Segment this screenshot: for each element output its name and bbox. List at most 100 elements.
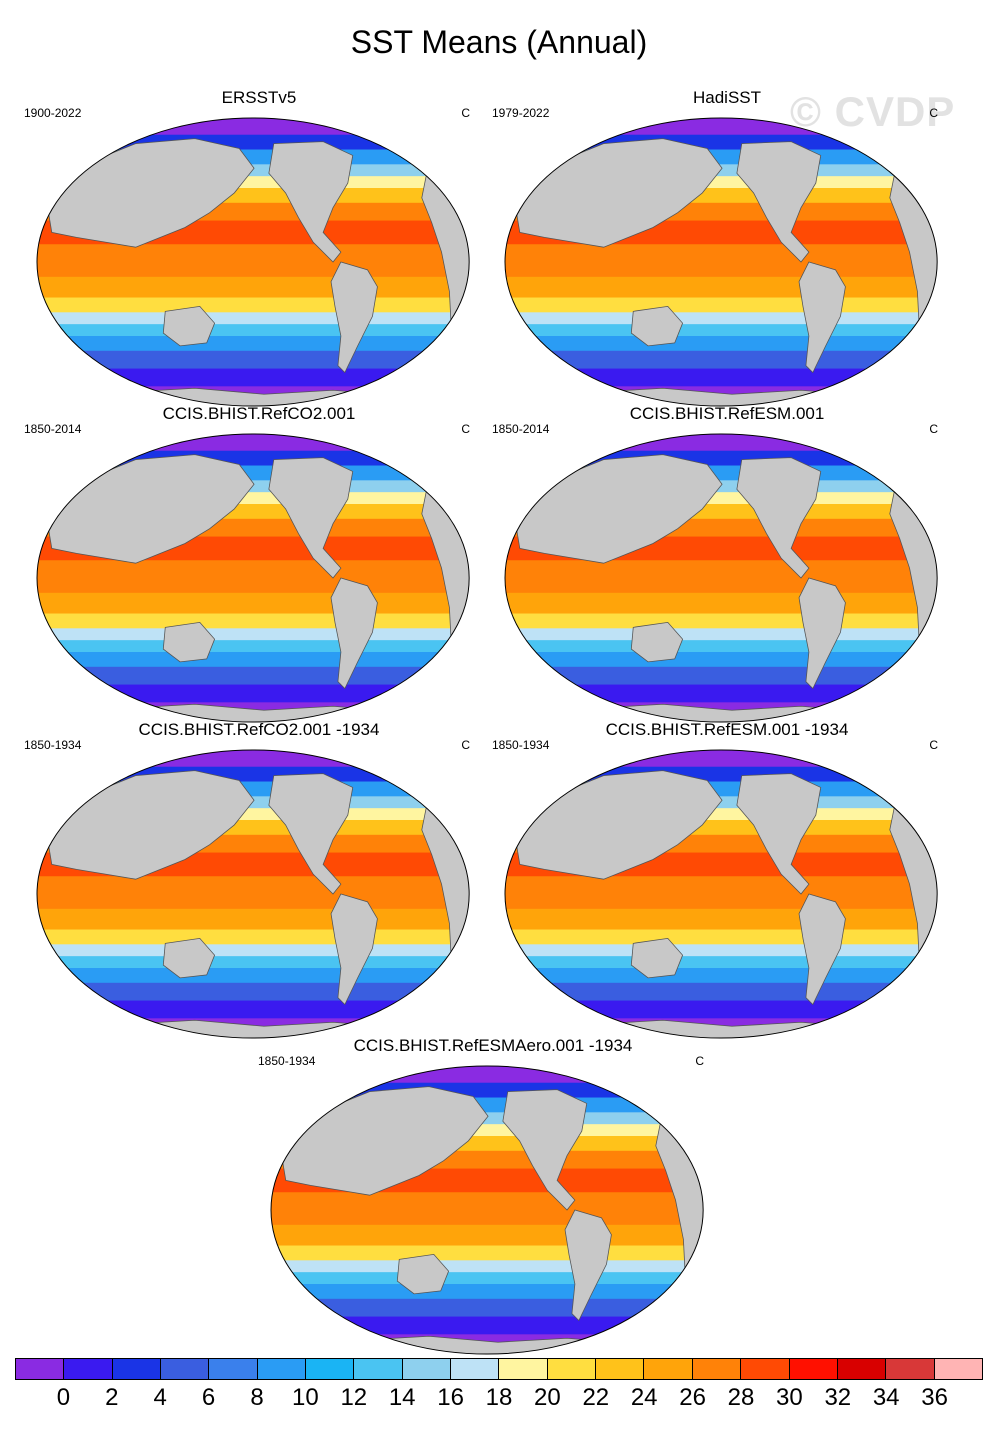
sst-band — [37, 652, 470, 668]
sst-band — [37, 929, 470, 946]
sst-band — [505, 613, 938, 630]
panel-units: C — [461, 422, 470, 436]
colorbar-swatch — [306, 1359, 355, 1379]
sst-band — [505, 368, 938, 388]
sst-band — [505, 652, 938, 668]
colorbar-swatch — [692, 1359, 742, 1379]
map-panel: CCIS.BHIST.RefESM.001 -1934 1850-1934 C — [492, 720, 962, 1039]
land-mass — [330, 577, 378, 690]
colorbar-swatch — [161, 1359, 210, 1379]
panel-title: ERSSTv5 — [221, 88, 297, 107]
sst-band — [271, 1065, 704, 1084]
land-mass — [330, 261, 378, 374]
map-panel: ERSSTv5 1900-2022 C — [24, 88, 494, 407]
sst-band — [505, 666, 938, 686]
land-mass — [431, 780, 470, 811]
sst-band — [505, 749, 938, 768]
panel-title: HadiSST — [692, 88, 762, 107]
colorbar-tick-label: 26 — [679, 1384, 706, 1411]
sst-band — [37, 297, 470, 314]
land-mass — [268, 141, 354, 263]
sst-band — [271, 1272, 704, 1285]
sst-band — [505, 560, 938, 594]
sst-band — [271, 1192, 704, 1226]
sst-band — [37, 628, 470, 642]
sst-band — [505, 908, 938, 931]
sst-band — [505, 628, 938, 642]
sst-band — [271, 1082, 704, 1099]
panel-period: 1850-1934 — [258, 1054, 316, 1068]
panel-period: 1900-2022 — [24, 106, 82, 120]
sst-band — [37, 749, 470, 768]
colorbar-tick-label: 2 — [105, 1384, 119, 1411]
land-mass — [899, 780, 938, 811]
panel-units: C — [929, 422, 938, 436]
sst-band — [37, 876, 470, 910]
colorbar-tick-label: 10 — [292, 1384, 319, 1411]
colorbar-swatch — [499, 1359, 548, 1379]
colorbar-swatch — [257, 1359, 307, 1379]
panel-title: CCIS.BHIST.RefESM.001 — [629, 404, 825, 423]
sst-band — [505, 244, 938, 278]
sst-band — [505, 766, 938, 783]
sst-band — [37, 944, 470, 958]
colorbar-swatch — [451, 1359, 500, 1379]
sst-map — [504, 117, 938, 407]
sst-band — [505, 640, 938, 653]
sst-map — [504, 433, 938, 723]
land-mass — [798, 577, 846, 690]
colorbar-tick-label: 30 — [776, 1384, 803, 1411]
land-mass — [736, 773, 822, 895]
colorbar-swatch — [886, 1359, 935, 1379]
sst-band — [37, 666, 470, 686]
sst-band — [505, 324, 938, 337]
sst-band — [37, 312, 470, 326]
land-mass — [798, 893, 846, 1006]
land-mass — [514, 770, 723, 880]
colorbar-tick-label: 22 — [582, 1384, 610, 1411]
land-mass — [665, 1096, 704, 1127]
sst-band — [37, 684, 470, 704]
map-panel: CCIS.BHIST.RefCO2.001 1850-2014 C — [24, 404, 494, 723]
panel-period: 1979-2022 — [492, 106, 550, 120]
watermark: © CVDP — [790, 88, 956, 135]
colorbar-swatch — [64, 1359, 113, 1379]
land-mass — [630, 305, 684, 347]
land-mass — [268, 457, 354, 579]
land-mass — [736, 141, 822, 263]
land-mass — [798, 261, 846, 374]
sst-band — [37, 968, 470, 984]
colorbar-tick-label: 16 — [437, 1384, 464, 1411]
panel-title: CCIS.BHIST.RefESM.001 -1934 — [605, 720, 849, 739]
land-mass — [162, 621, 216, 663]
colorbar-swatch — [16, 1359, 65, 1379]
colorbar-swatch — [837, 1359, 887, 1379]
sst-band — [37, 324, 470, 337]
sst-band — [505, 134, 938, 151]
colorbar-swatch — [934, 1359, 982, 1379]
colorbar-swatch — [644, 1359, 693, 1379]
colorbar-tick-label: 36 — [921, 1384, 948, 1411]
panel-units: C — [461, 738, 470, 752]
sst-band — [505, 117, 938, 136]
land-mass — [268, 773, 354, 895]
land-mass — [431, 464, 470, 495]
colorbar-swatch — [112, 1359, 162, 1379]
sst-band — [37, 640, 470, 653]
panel-period: 1850-2014 — [492, 422, 550, 436]
sst-band — [271, 1245, 704, 1262]
land-mass — [736, 457, 822, 579]
colorbar-tick-label: 4 — [153, 1384, 167, 1411]
sst-band — [505, 982, 938, 1002]
sst-map — [36, 749, 470, 1039]
map-panel: CCIS.BHIST.RefESM.001 1850-2014 C — [492, 404, 962, 723]
colorbar-tick-label: 12 — [340, 1384, 368, 1411]
map-panel: CCIS.BHIST.RefCO2.001 -1934 1850-1934 C — [24, 720, 494, 1039]
sst-band — [505, 312, 938, 326]
land-mass — [564, 1209, 612, 1322]
sst-band — [37, 450, 470, 467]
land-mass — [46, 138, 255, 248]
sst-band — [505, 929, 938, 946]
land-mass — [162, 305, 216, 347]
sst-band — [505, 276, 938, 299]
